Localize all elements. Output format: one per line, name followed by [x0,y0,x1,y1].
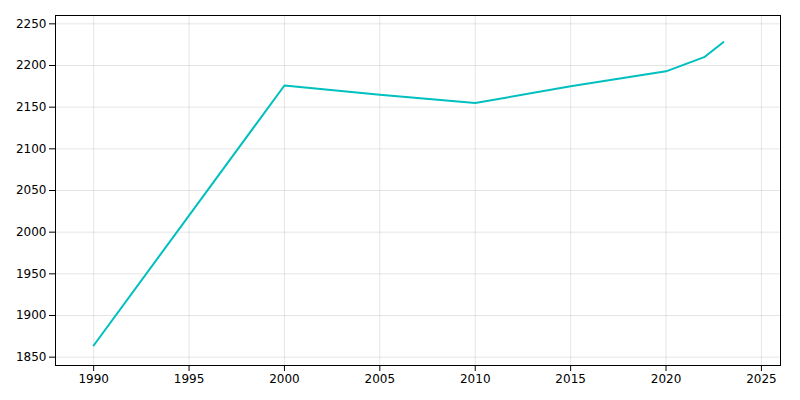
svg-text:2050: 2050 [16,183,47,197]
svg-text:1950: 1950 [16,267,47,281]
svg-text:1850: 1850 [16,350,47,364]
svg-text:2000: 2000 [16,225,47,239]
svg-text:2020: 2020 [651,372,682,386]
svg-text:2200: 2200 [16,58,47,72]
svg-text:2150: 2150 [16,100,47,114]
svg-text:2010: 2010 [460,372,491,386]
svg-text:1995: 1995 [174,372,205,386]
svg-text:2025: 2025 [746,372,777,386]
svg-text:2005: 2005 [365,372,396,386]
svg-text:2015: 2015 [555,372,586,386]
svg-text:2100: 2100 [16,142,47,156]
svg-text:2250: 2250 [16,17,47,31]
svg-text:1990: 1990 [78,372,109,386]
svg-text:2000: 2000 [269,372,300,386]
svg-text:1900: 1900 [16,308,47,322]
